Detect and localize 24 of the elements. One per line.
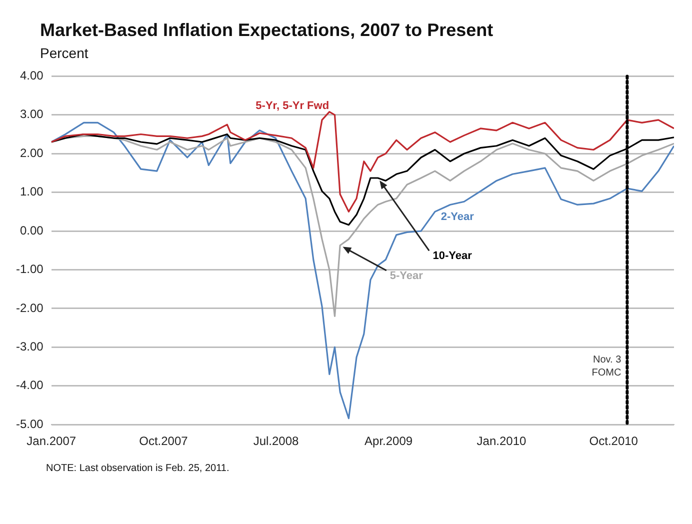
x-tick-label: Oct.2007 <box>139 434 188 448</box>
text: 5-Year <box>390 270 424 282</box>
text: NOTE: Last observation is Feb. 25, 2011. <box>45 462 230 474</box>
series-label: 2-Year <box>440 211 475 224</box>
series-label: 5-Yr, 5-Yr Fwd <box>256 100 330 112</box>
y-tick-label: 1.00 <box>20 184 44 199</box>
x-tick-label: Oct.2010 <box>589 434 638 448</box>
chart-title: Market-Based Inflation Expectations, 2007 to Present <box>39 19 494 41</box>
y-axis-title: Percent <box>39 44 90 61</box>
y-tick-label: -2.00 <box>16 300 44 315</box>
y-tick-label: 4.00 <box>20 68 44 83</box>
text: 10-Year <box>432 250 473 262</box>
y-tick-label: 3.00 <box>20 107 44 122</box>
x-tick-label: Jan.2007 <box>26 434 76 448</box>
ref-line-label: Nov. 3 FOMC <box>592 354 622 378</box>
y-tick-label: -1.00 <box>16 262 44 276</box>
y-tick-label: -3.00 <box>16 339 44 354</box>
y-tick-label: 2.00 <box>20 146 44 160</box>
y-tick-label: -4.00 <box>16 378 44 392</box>
y-tick-label: 0.00 <box>20 223 44 238</box>
x-tick-label: Apr.2009 <box>364 434 413 448</box>
x-tick-label: Jan.2010 <box>476 434 527 448</box>
y-tick-label: -5.00 <box>16 416 44 431</box>
x-tick-label: Jul.2008 <box>253 434 300 448</box>
